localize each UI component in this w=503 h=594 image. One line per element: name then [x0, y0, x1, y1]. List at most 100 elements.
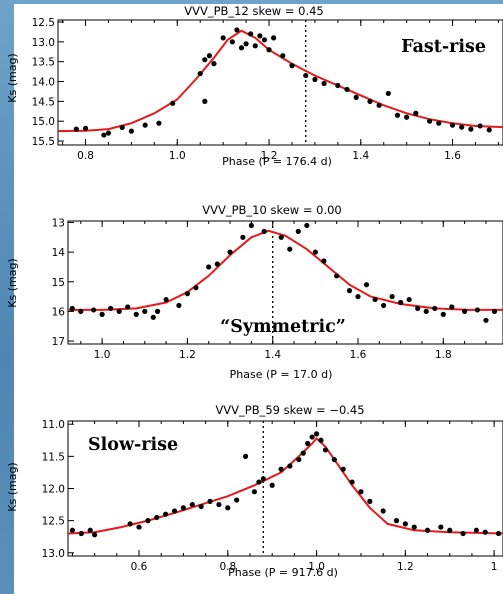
- data-point: [207, 498, 213, 504]
- data-point: [127, 521, 133, 527]
- data-point: [340, 466, 346, 472]
- model-curve: [58, 29, 503, 133]
- data-point: [206, 264, 212, 270]
- data-point: [495, 530, 502, 537]
- data-point: [105, 130, 112, 136]
- data-point: [229, 39, 235, 45]
- data-point: [312, 76, 318, 83]
- data-point: [312, 249, 318, 255]
- data-point: [483, 317, 489, 323]
- data-point: [266, 47, 272, 53]
- data-point: [424, 527, 431, 533]
- data-point: [227, 249, 233, 255]
- data-point: [402, 521, 408, 527]
- data-point: [415, 305, 421, 312]
- data-point: [280, 53, 286, 59]
- y-tick-label: 14.0: [32, 77, 55, 89]
- data-point: [184, 291, 191, 297]
- data-point: [344, 86, 350, 93]
- y-tick-label: 13: [52, 217, 65, 229]
- chart-title: VVV_PB_10 skew = 0.00: [202, 203, 342, 217]
- data-point: [449, 122, 456, 128]
- data-point: [193, 285, 199, 291]
- data-point: [82, 125, 89, 131]
- x-tick-label: 0.8: [77, 150, 94, 162]
- data-point: [125, 304, 131, 310]
- data-point: [423, 308, 429, 314]
- data-point: [468, 126, 474, 132]
- data-point: [385, 90, 391, 97]
- data-point: [436, 120, 442, 126]
- data-point: [287, 246, 293, 252]
- data-point: [198, 503, 204, 510]
- data-point: [389, 293, 395, 300]
- data-point: [460, 530, 466, 537]
- data-point: [305, 440, 311, 447]
- model-curve: [68, 436, 503, 535]
- x-tick-label: 1.0: [308, 561, 325, 573]
- annotation-slow-rise: Slow-rise: [88, 435, 178, 455]
- data-point: [78, 308, 84, 314]
- data-point: [87, 527, 93, 533]
- data-point: [271, 35, 277, 41]
- data-point: [331, 456, 337, 463]
- data-point: [206, 53, 212, 59]
- data-point: [108, 305, 114, 312]
- annotation-fast-rise: Fast-rise: [401, 37, 486, 57]
- data-point: [163, 511, 169, 517]
- data-point: [355, 293, 361, 300]
- chart-title: VVV_PB_12 skew = 0.45: [184, 4, 324, 18]
- data-point: [197, 70, 203, 77]
- data-point: [459, 124, 465, 130]
- data-point: [462, 308, 468, 314]
- data-point: [220, 35, 226, 41]
- data-point: [295, 228, 301, 234]
- data-point: [248, 31, 254, 37]
- data-point: [171, 508, 178, 514]
- data-point: [142, 122, 148, 128]
- data-point: [189, 501, 195, 508]
- data-point: [202, 57, 208, 63]
- y-tick-label: 11.5: [42, 451, 65, 463]
- y-tick-label: 13.5: [32, 57, 55, 69]
- data-point: [234, 27, 240, 33]
- model-curve: [68, 229, 503, 311]
- data-point: [278, 466, 284, 472]
- data-point: [449, 304, 455, 310]
- data-point: [278, 234, 284, 240]
- data-point: [380, 508, 386, 514]
- data-point: [257, 33, 263, 39]
- y-tick-label: 15: [52, 277, 65, 289]
- data-point: [411, 524, 417, 530]
- y-tick-label: 13.0: [32, 37, 55, 49]
- data-point: [334, 273, 340, 279]
- y-tick-label: 13.0: [42, 548, 65, 560]
- data-point: [440, 311, 446, 317]
- x-tick-label: 1.4: [264, 349, 281, 361]
- data-point: [321, 258, 327, 264]
- x-tick-label: 1.4: [352, 150, 369, 162]
- x-tick-label: 1.6: [444, 150, 461, 162]
- chart-title: VVV_PB_59 skew = −0.45: [215, 403, 364, 417]
- data-point: [404, 114, 410, 120]
- data-point: [477, 123, 483, 129]
- data-point: [176, 302, 182, 309]
- chart-vvv-pb-10: VVV_PB_10 skew = 0.00 Phase (P = 17.0 d)…: [6, 203, 503, 381]
- data-point: [180, 505, 187, 511]
- y-axis-label: Ks (mag): [6, 53, 19, 102]
- data-point: [150, 314, 156, 320]
- data-point: [248, 222, 254, 229]
- data-point: [318, 437, 324, 443]
- x-tick-label: 1: [491, 561, 498, 573]
- data-point: [90, 307, 97, 313]
- data-point: [413, 110, 419, 116]
- figure-panel: [14, 4, 503, 594]
- y-tick-label: 15.0: [32, 116, 55, 128]
- data-point: [234, 497, 240, 503]
- data-point: [78, 530, 84, 537]
- data-point: [303, 72, 309, 79]
- data-point: [393, 518, 400, 524]
- data-point: [287, 463, 293, 469]
- y-tick-label: 16: [52, 306, 66, 318]
